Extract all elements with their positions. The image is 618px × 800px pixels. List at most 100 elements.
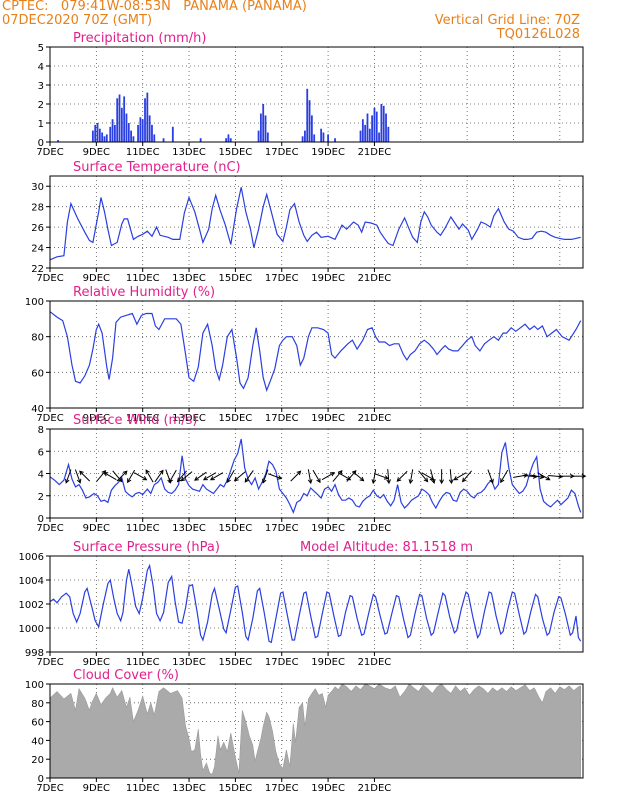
- x-tick-label: 15DEC: [219, 783, 253, 794]
- x-tick-label: 21DEC: [358, 413, 392, 424]
- wind-arrow-head: [233, 476, 239, 482]
- precip-bar: [301, 136, 304, 142]
- wind-arrow: [168, 469, 177, 483]
- precip-bar: [123, 96, 126, 142]
- precip-bar: [101, 132, 104, 142]
- x-tick-label: 7DEC: [36, 657, 63, 668]
- wind-arrow-head: [558, 474, 564, 479]
- wind-arrow-head: [500, 478, 505, 484]
- wind-arrow-head: [316, 478, 321, 484]
- wind-arrow-head: [103, 472, 109, 477]
- wind-arrow: [387, 469, 390, 484]
- wind-arrow-head: [277, 475, 283, 480]
- panel-title: Relative Humidity (%): [73, 285, 215, 300]
- wind-arrow: [421, 472, 435, 481]
- wind-arrow-head: [244, 477, 250, 483]
- wind-arrow: [396, 470, 408, 482]
- precip-bar: [57, 140, 60, 142]
- wind-arrow: [74, 469, 81, 483]
- wind-arrow: [290, 470, 301, 482]
- y-tick-label: 22: [31, 264, 44, 275]
- panel-title: Cloud Cover (%): [73, 668, 179, 683]
- x-tick-label: 7DEC: [36, 147, 63, 158]
- y-tick-label: 3: [38, 81, 44, 92]
- precip-bar: [262, 104, 265, 142]
- header-location: CPTEC: 079:41W-08:53N PANAMA (PANAMA): [2, 0, 307, 14]
- x-tick-label: 13DEC: [172, 783, 206, 794]
- wind-arrow-head: [65, 478, 70, 484]
- x-tick-label: 15DEC: [219, 657, 253, 668]
- x-tick-label: 17DEC: [265, 273, 299, 284]
- precip-bar: [137, 124, 139, 142]
- wind-arrow: [210, 472, 224, 481]
- x-tick-label: 9DEC: [83, 523, 110, 534]
- panel-frame: [49, 683, 584, 779]
- wind-arrow: [500, 469, 509, 483]
- precip-bar: [120, 107, 123, 142]
- panel-frame: [49, 300, 584, 409]
- wind-arrow-head: [423, 477, 429, 483]
- wind-arrow: [453, 472, 467, 481]
- wind-arrow: [234, 471, 246, 482]
- y-tick-label: 100: [25, 297, 44, 308]
- y-tick-label: 1004: [19, 576, 44, 587]
- precip-bar: [111, 119, 114, 142]
- panel-title: Precipitation (mm/h): [73, 31, 206, 46]
- wind-arrow: [522, 475, 537, 478]
- precip-bar: [304, 130, 306, 142]
- precip-bar: [327, 134, 329, 142]
- header-model-id: TQ0126L028: [496, 27, 580, 42]
- wind-arrow-head: [262, 478, 267, 484]
- precip-bar: [373, 107, 376, 142]
- wind-arrow-head: [386, 479, 392, 485]
- y-tick-label: 1: [38, 119, 44, 130]
- y-tick-label: 6: [38, 447, 44, 458]
- wind-arrow: [79, 470, 91, 482]
- wind-arrow-head: [408, 479, 414, 485]
- y-tick-label: 60: [31, 368, 44, 379]
- x-tick-label: 7DEC: [36, 523, 63, 534]
- wind-arrow: [307, 469, 312, 484]
- wind-arrow: [112, 470, 123, 482]
- wind-arrow: [372, 469, 377, 484]
- wind-arrow: [177, 470, 187, 482]
- x-tick-label: 9DEC: [83, 657, 110, 668]
- panel-frame: [49, 555, 584, 653]
- wind-arrow-head: [226, 478, 231, 484]
- wind-arrow-head: [168, 478, 173, 484]
- wind-arrow: [418, 470, 428, 482]
- wind-arrow-head: [76, 478, 82, 484]
- wind-arrow-head: [180, 476, 186, 482]
- precip-bar: [368, 128, 371, 142]
- wind-arrow: [65, 469, 72, 483]
- y-tick-label: 30: [31, 182, 44, 193]
- y-tick-label: 100: [25, 680, 44, 691]
- wind-arrow: [321, 472, 335, 481]
- x-tick-label: 21DEC: [358, 523, 392, 534]
- precip-bar: [380, 104, 383, 142]
- x-tick-label: 13DEC: [172, 657, 206, 668]
- wind-arrow-head: [489, 478, 494, 484]
- precip-bar: [334, 138, 336, 142]
- precip-bar: [94, 124, 97, 142]
- wind-arrow-head: [346, 475, 352, 481]
- precip-bar: [375, 111, 378, 142]
- y-tick-label: 60: [31, 718, 44, 729]
- y-tick-label: 40: [31, 736, 44, 747]
- x-tick-label: 13DEC: [172, 147, 206, 158]
- y-tick-label: 40: [31, 404, 44, 415]
- wind-arrow-head: [79, 470, 84, 476]
- precip-bar: [125, 113, 128, 142]
- panel-frame: [49, 175, 584, 269]
- wind-arrow-head: [307, 479, 313, 485]
- x-tick-label: 11DEC: [126, 657, 160, 668]
- x-tick-label: 21DEC: [358, 783, 392, 794]
- x-tick-label: 9DEC: [83, 413, 110, 424]
- precip-bar: [141, 119, 144, 142]
- x-tick-label: 19DEC: [311, 147, 345, 158]
- wind-arrow: [374, 473, 389, 480]
- wind-arrow-head: [122, 470, 128, 476]
- wind-arrow-head: [448, 479, 454, 485]
- series-line: [49, 438, 582, 515]
- wind-arrow: [487, 469, 494, 483]
